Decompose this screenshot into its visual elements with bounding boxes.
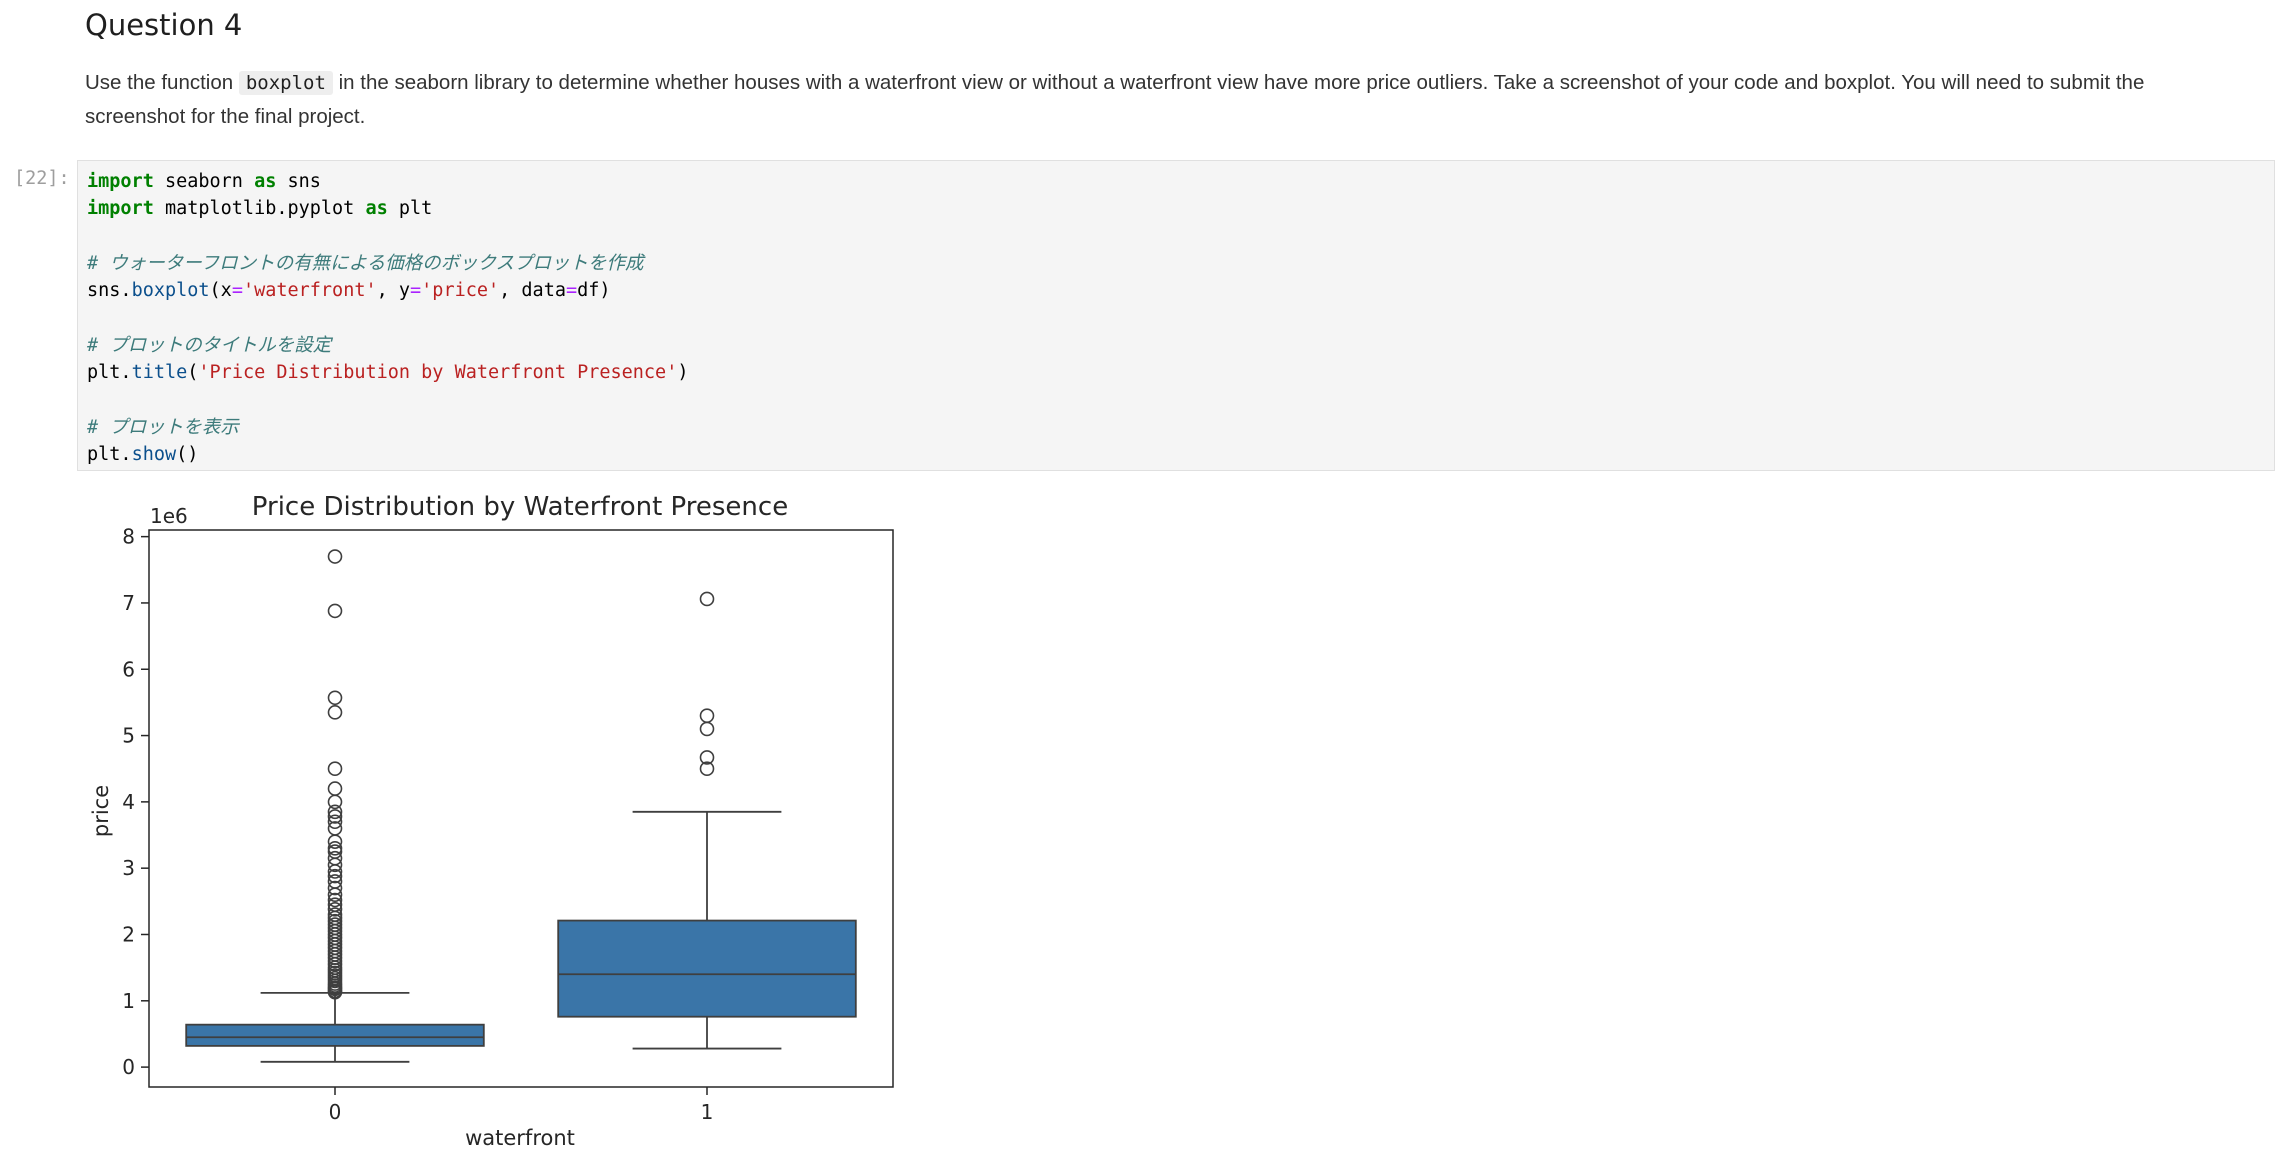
code-token: plt. [87, 362, 132, 384]
outlier-point [327, 897, 343, 912]
code-token: show [131, 443, 177, 465]
code-token: = [231, 280, 243, 302]
x-tick-label: 0 [329, 1100, 342, 1124]
outlier-point [327, 814, 343, 830]
outlier-point [327, 840, 343, 856]
execution-count-prompt: [22]: [14, 168, 70, 189]
code-token: import [87, 198, 154, 220]
code-line: # プロットを表示 [87, 417, 239, 438]
code-token: 'price' [421, 280, 500, 302]
code-token: boxplot [131, 280, 210, 302]
outlier-point [327, 892, 343, 908]
code-token: ( [187, 362, 199, 384]
x-tick-label: 1 [701, 1100, 714, 1124]
outlier-point [327, 549, 343, 564]
x-axis-label: waterfront [465, 1126, 575, 1150]
outlier-point [327, 821, 343, 836]
outlier-point [327, 809, 343, 824]
code-token: sns. [87, 280, 132, 302]
y-offset-label: 1e6 [150, 504, 188, 528]
question-text-before: Use the function [85, 71, 239, 94]
code-line: # ウォーターフロントの有無による価格のボックスプロットを作成 [87, 253, 644, 274]
outlier-point [327, 880, 343, 896]
code-token: matplotlib.pyplot [153, 198, 366, 220]
code-token: = [410, 280, 422, 302]
code-line: plt.show() [87, 444, 198, 465]
outlier-point [327, 690, 343, 706]
code-token: ) [677, 362, 689, 384]
chart-title: Price Distribution by Waterfront Presenc… [252, 492, 788, 522]
code-token: seaborn [153, 171, 255, 192]
code-token: , data [499, 280, 566, 302]
outlier-point [699, 750, 715, 765]
y-tick-label: 0 [122, 1055, 135, 1079]
code-line: # プロットのタイトルを設定 [87, 335, 331, 356]
code-line: import seaborn as sns [87, 171, 321, 192]
outlier-point [327, 868, 343, 884]
code-line: sns.boxplot(x='waterfront', y='price', d… [87, 280, 611, 301]
code-token: sns [276, 171, 321, 192]
outlier-point [327, 804, 343, 820]
box-1 [557, 919, 857, 1018]
code-token: 'Price Distribution by Waterfront Presen… [198, 362, 678, 384]
code-token: # プロットのタイトルを設定 [87, 334, 332, 356]
code-line: import matplotlib.pyplot as plt [87, 198, 432, 219]
code-token: , y [376, 280, 411, 302]
code-token: as [365, 198, 388, 220]
y-axis-label: price [89, 785, 113, 837]
code-token: # ウォーターフロントの有無による価格のボックスプロットを作成 [87, 252, 644, 274]
code-token: title [131, 362, 188, 384]
outlier-point [327, 781, 343, 796]
outlier-point [327, 761, 343, 777]
outlier-point [327, 874, 343, 889]
outlier-point [327, 794, 343, 810]
y-tick-label: 3 [122, 856, 135, 880]
y-tick-label: 8 [122, 525, 135, 549]
outlier-point [699, 708, 715, 723]
code-token: plt [387, 198, 433, 220]
question-text-after: in the seaborn library to determine whet… [85, 71, 2145, 128]
question-text: Use the function boxplot in the seaborn … [85, 66, 2225, 133]
outlier-point [327, 850, 343, 866]
code-token: df) [577, 280, 611, 302]
inline-code-boxplot: boxplot [238, 71, 333, 95]
y-tick-label: 6 [122, 657, 135, 681]
boxplot-output: Price Distribution by Waterfront Presenc… [89, 492, 894, 1150]
outlier-point [327, 907, 343, 922]
code-token: plt. [87, 443, 132, 465]
code-content[interactable]: import seaborn as sns import matplotlib.… [78, 161, 2274, 468]
y-tick-label: 7 [122, 591, 135, 615]
box-0 [185, 1023, 485, 1047]
outlier-point [327, 603, 343, 619]
outlier-point [699, 761, 715, 777]
y-tick-label: 2 [122, 922, 135, 946]
y-tick-label: 4 [122, 790, 135, 814]
code-line: plt.title('Price Distribution by Waterfr… [87, 362, 688, 383]
question-heading: Question 4 [85, 8, 243, 42]
y-tick-label: 5 [122, 724, 135, 748]
code-token: = [565, 280, 578, 302]
outlier-point [327, 901, 343, 917]
outlier-point [699, 721, 715, 737]
code-token: (x [209, 280, 232, 302]
outlier-point [699, 591, 715, 607]
code-token: as [254, 171, 277, 192]
plot-frame [148, 529, 894, 1088]
code-token: # プロットを表示 [87, 416, 239, 438]
code-cell-editor[interactable]: import seaborn as sns import matplotlib.… [77, 160, 2275, 471]
y-tick-label: 1 [122, 989, 135, 1013]
code-token: () [176, 443, 199, 465]
outlier-point [327, 705, 343, 720]
code-token: import [87, 171, 154, 192]
code-token: 'waterfront' [242, 280, 377, 302]
